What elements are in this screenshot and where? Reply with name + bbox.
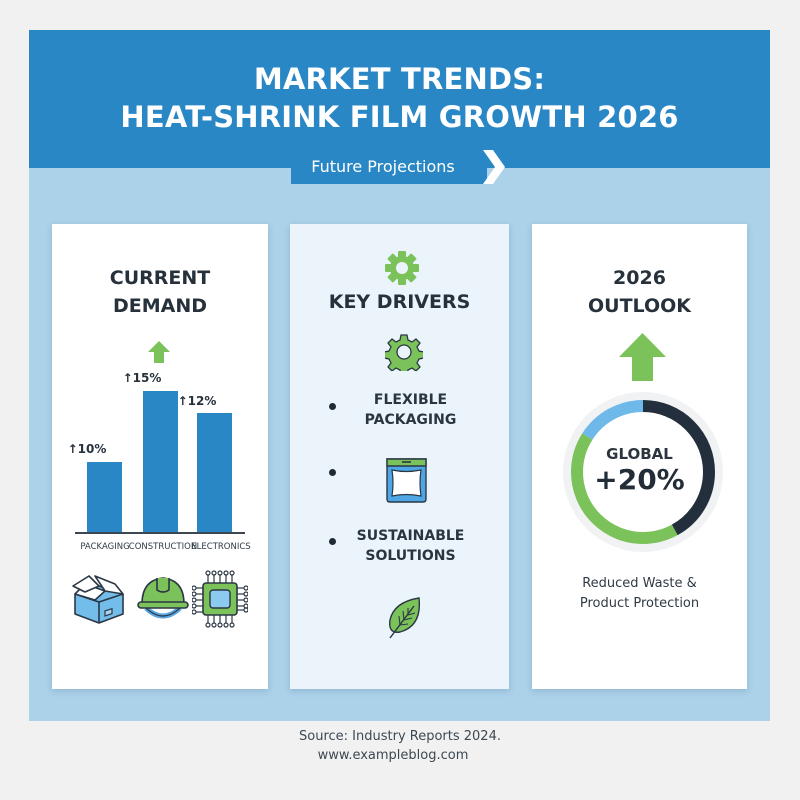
hard-hat-icon <box>137 577 189 619</box>
chevron-right-icon <box>483 150 505 184</box>
title-line-2: OUTLOOK <box>588 295 691 317</box>
bar-value-label: ↑15% <box>122 371 162 385</box>
outlook-title: 2026 OUTLOOK <box>532 264 747 320</box>
donut-value: +20% <box>594 463 685 496</box>
category-label: PACKAGING <box>80 542 130 552</box>
header-banner: MARKET TRENDS: HEAT-SHRINK FILM GROWTH 2… <box>29 30 770 168</box>
microchip-icon <box>192 570 248 628</box>
page-title: MARKET TRENDS: HEAT-SHRINK FILM GROWTH 2… <box>29 60 770 136</box>
title-line-2: DEMAND <box>112 295 208 317</box>
donut-label: GLOBAL <box>606 445 673 463</box>
title-line-1: 2026 <box>613 267 666 289</box>
current-demand-card: CURRENT DEMAND ↑10% ↑15% ↑12% PACKAGING … <box>52 224 268 689</box>
gear-icon <box>385 251 419 285</box>
key-drivers-title: KEY DRIVERS <box>328 291 471 313</box>
title-line-1: CURRENT <box>109 267 211 289</box>
caption-line-1: Reduced Waste & <box>582 576 697 591</box>
leaf-icon <box>389 597 421 639</box>
up-arrow-icon <box>619 333 666 381</box>
driver-line-1: FLEXIBLE <box>373 392 448 408</box>
category-label: ELECTRONICS <box>191 542 251 552</box>
bar-construction <box>143 391 178 532</box>
key-drivers-card: KEY DRIVERS FLEXIBLE PACKAGING SUSTAINAB… <box>290 224 509 689</box>
ribbon-label: Future Projections <box>311 157 455 176</box>
title-line-1: MARKET TRENDS: <box>253 62 546 96</box>
future-projections-ribbon: Future Projections <box>291 150 505 184</box>
box-icon <box>72 575 124 624</box>
gear-icon <box>385 334 423 371</box>
driver-line-2: PACKAGING <box>364 412 457 428</box>
title-line-2: HEAT-SHRINK FILM GROWTH 2026 <box>120 100 679 134</box>
outlook-caption: Reduced Waste & Product Protection <box>532 574 747 614</box>
x-axis <box>75 532 245 534</box>
source-url[interactable]: www.exampleblog.com <box>317 748 469 763</box>
pouch-icon <box>386 458 427 503</box>
bullet <box>329 469 336 476</box>
bar-electronics <box>197 413 232 532</box>
current-demand-title: CURRENT DEMAND <box>52 264 268 320</box>
category-label: CONSTRUCTION <box>128 542 198 552</box>
source-text: Source: Industry Reports 2024. <box>299 729 501 744</box>
bullet <box>329 538 336 545</box>
bar-packaging <box>87 462 122 532</box>
donut-center-label: GLOBAL +20% <box>532 445 747 496</box>
bullet <box>329 403 336 410</box>
up-arrow-icon <box>148 341 170 363</box>
bar-value-label: ↑12% <box>177 394 217 408</box>
driver-line-1: SUSTAINABLE <box>356 528 465 544</box>
infographic-panel: MARKET TRENDS: HEAT-SHRINK FILM GROWTH 2… <box>29 30 770 721</box>
outlook-card: 2026 OUTLOOK GLOBAL +20% Reduced Waste &… <box>532 224 747 689</box>
caption-line-2: Product Protection <box>579 596 700 611</box>
outlook-donut-chart <box>563 392 723 552</box>
bar-value-label: ↑10% <box>67 442 107 456</box>
driver-line-2: SOLUTIONS <box>365 548 456 564</box>
driver-flexible-packaging: FLEXIBLE PACKAGING <box>290 390 509 430</box>
driver-sustainable-solutions: SUSTAINABLE SOLUTIONS <box>290 526 509 566</box>
